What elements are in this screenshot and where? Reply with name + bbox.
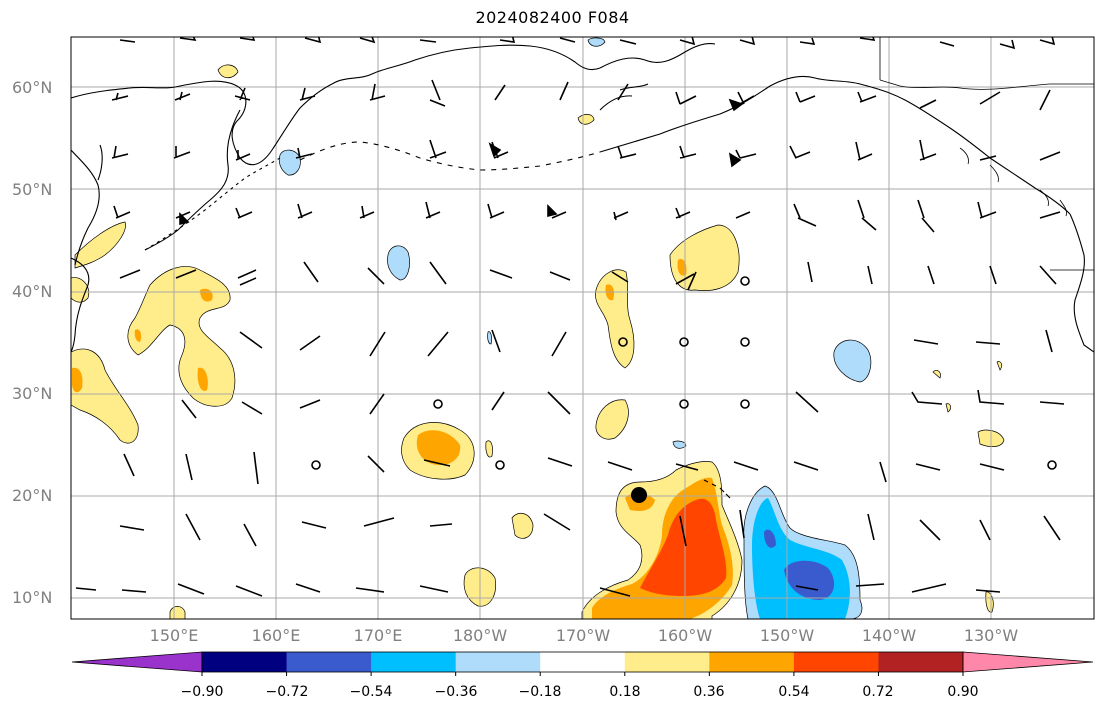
- negative-anomaly-core: [752, 498, 850, 619]
- lon-label-150w: 150°W: [759, 626, 815, 645]
- positive-anomaly-region: [127, 266, 236, 407]
- positive-anomaly-region: [595, 269, 635, 369]
- lat-label-20n: 20°N: [12, 486, 53, 505]
- colorbar-segment: [286, 652, 372, 672]
- colorbar-segment: [202, 652, 288, 672]
- positive-anomaly-region: [217, 64, 239, 79]
- lon-label-170w: 170°W: [555, 626, 611, 645]
- lon-label-140w: 140°W: [861, 626, 917, 645]
- colorbar-segment: [540, 652, 626, 672]
- kuril-islands: [144, 157, 281, 251]
- shaded-fields: [71, 37, 1005, 619]
- colorbar-tick: −0.72: [265, 684, 309, 700]
- negative-anomaly-region: [833, 339, 872, 383]
- lon-label-160e: 160°E: [251, 626, 301, 645]
- negative-anomaly-region: [387, 245, 410, 281]
- lon-label-170e: 170°E: [353, 626, 403, 645]
- lat-label-10n: 10°N: [12, 588, 53, 607]
- canada-border: [879, 37, 1094, 271]
- alaska-north-coast: [599, 42, 716, 111]
- lon-label-160w: 160°W: [657, 626, 713, 645]
- colorbar-tick: −0.54: [349, 684, 393, 700]
- positive-anomaly-region: [169, 606, 186, 619]
- positive-anomaly-core: [677, 259, 687, 276]
- colorbar-segment: [793, 652, 879, 672]
- positive-anomaly-region: [595, 399, 629, 440]
- lon-label-180w: 180°W: [452, 626, 508, 645]
- colorbar-tick: 0.36: [693, 684, 725, 700]
- lon-label-130w: 130°W: [963, 626, 1019, 645]
- wind-flag: [179, 98, 744, 226]
- lat-label-40n: 40°N: [12, 282, 53, 301]
- positive-anomaly-region: [485, 440, 493, 458]
- colorbar-segment: [709, 652, 795, 672]
- negative-anomaly-peak: [764, 529, 835, 600]
- lat-label-50n: 50°N: [12, 180, 53, 199]
- lat-label-30n: 30°N: [12, 384, 53, 403]
- center-marker: [631, 487, 647, 503]
- colorbar-tick: 0.72: [862, 684, 894, 700]
- colorbar-tick: 0.54: [778, 684, 810, 700]
- negative-anomaly-region: [278, 149, 301, 176]
- colorbar-tick: 0.90: [947, 684, 979, 700]
- canada-coastline: [1069, 213, 1094, 353]
- siberia-coastline: [71, 44, 601, 166]
- japan-coastline: [71, 257, 90, 353]
- wind-barbs: [75, 37, 1065, 597]
- positive-anomaly-peak: [640, 498, 727, 596]
- colorbar-frame: [201, 651, 964, 673]
- colorbar-tick: −0.90: [180, 684, 224, 700]
- lon-label-150e: 150°E: [149, 626, 199, 645]
- colorbar: [71, 651, 1094, 676]
- negative-anomaly-region: [487, 331, 687, 449]
- lat-label-60n: 60°N: [12, 78, 53, 97]
- alaska-coastline: [599, 75, 1071, 215]
- kamchatka-coastline: [144, 109, 241, 251]
- calm-markers: [311, 276, 1057, 470]
- positive-anomaly-region: [71, 221, 126, 303]
- aleutian-islands: [299, 141, 601, 171]
- positive-anomaly-core: [72, 367, 83, 393]
- colorbar-tick: −0.18: [518, 684, 562, 700]
- positive-anomaly-region: [932, 361, 1005, 613]
- map-title: 2024082400 F084: [475, 8, 630, 27]
- colorbar-segment: [371, 652, 457, 672]
- positive-anomaly-region: [669, 224, 740, 291]
- coastlines: [71, 37, 1094, 499]
- colorbar-segment: [878, 652, 964, 672]
- positive-anomaly-region: [511, 512, 534, 539]
- colorbar-extend-min: [71, 651, 203, 673]
- positive-anomaly-region: [577, 114, 595, 125]
- positive-anomaly-core: [134, 288, 213, 391]
- hawaiian-islands: [703, 479, 731, 499]
- colorbar-tick: −0.36: [434, 684, 478, 700]
- colorbar-extend-max: [962, 651, 1094, 673]
- positive-anomaly-core: [416, 430, 461, 466]
- positive-anomaly-region: [71, 348, 139, 444]
- map-content: [71, 37, 1094, 619]
- colorbar-segment: [455, 652, 541, 672]
- negative-anomaly-region: [587, 37, 606, 47]
- sakhalin-kurils-coastline: [71, 144, 103, 266]
- bc-coast-islands: [959, 147, 1067, 217]
- graticule: [71, 37, 1094, 619]
- colorbar-tick: 0.18: [609, 684, 641, 700]
- colorbar-segment: [624, 652, 710, 672]
- map-frame: [70, 36, 1095, 620]
